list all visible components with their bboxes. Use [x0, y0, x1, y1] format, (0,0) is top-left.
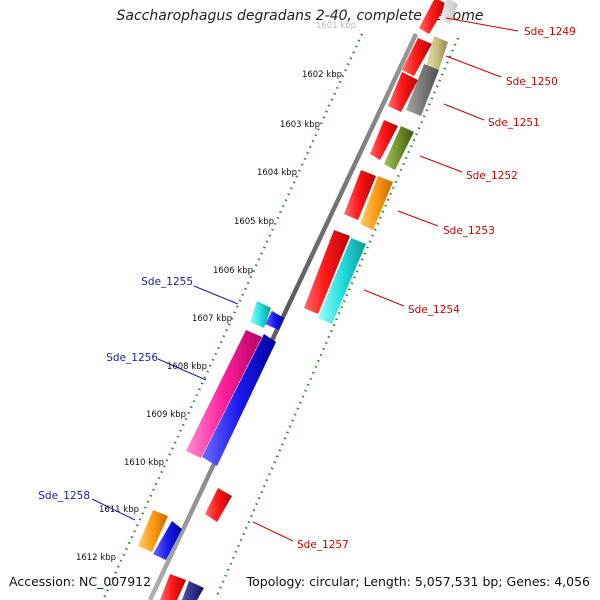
- gene-label: Sde_1258: [38, 490, 90, 502]
- gene-label: Sde_1249: [524, 26, 576, 38]
- ruler-tick-label: 1602 kbp: [302, 70, 342, 80]
- gene-feature: [426, 36, 448, 72]
- inner-ruler-line: [214, 37, 460, 599]
- gene-label: Sde_1256: [106, 352, 158, 364]
- gene-feature: [205, 488, 232, 522]
- gene-feature: [360, 176, 393, 230]
- ruler-tick-label: 1607 kbp: [192, 314, 232, 324]
- gene-label-leader: [157, 358, 207, 381]
- gene-feature: [304, 230, 350, 314]
- gene-feature: [250, 301, 271, 328]
- gene-label-leader: [252, 521, 294, 542]
- ruler-tick-label: 1606 kbp: [213, 266, 253, 276]
- gene-feature: [440, 0, 458, 24]
- gene-label: Sde_1252: [466, 170, 518, 182]
- gene-label: Sde_1255: [141, 276, 193, 288]
- gene-feature: [406, 64, 439, 116]
- ruler-tick-label: 1603 kbp: [280, 120, 320, 130]
- gene-label-leader: [443, 103, 485, 121]
- gene-feature: [202, 334, 276, 466]
- gene-label-leader: [445, 55, 502, 78]
- accession-text: Accession: NC_007912: [9, 574, 152, 589]
- gene-label: Sde_1250: [506, 76, 558, 88]
- gene-feature: [138, 510, 168, 552]
- ruler-tick-label: 1608 kbp: [167, 362, 207, 372]
- gene-label: Sde_1257: [297, 539, 349, 551]
- ruler-ticks: 1601 kbp 1602 kbp 1603 kbp 1604 kbp 1605 kbp…: [76, 21, 356, 563]
- gene-label-leader: [91, 498, 136, 521]
- gene-label-leader: [193, 285, 239, 305]
- ruler-tick-label: 1601 kbp: [316, 21, 356, 31]
- gene-feature: [186, 330, 262, 458]
- gene-label: Sde_1251: [488, 117, 540, 129]
- map-title: Saccharophagus degradans 2-40, complete …: [116, 8, 484, 24]
- ruler-tick-label: 1609 kbp: [146, 410, 186, 420]
- gene-label-leader: [445, 17, 519, 32]
- gene-features: [138, 0, 458, 600]
- gene-feature: [182, 581, 204, 600]
- gene-feature: [318, 238, 366, 324]
- gene-feature: [153, 521, 182, 560]
- gene-label: Sde_1253: [443, 225, 495, 237]
- ruler-tick-label: 1604 kbp: [257, 168, 297, 178]
- ruler-tick-label: 1610 kbp: [124, 458, 164, 468]
- gene-label-leader: [397, 210, 439, 227]
- ruler-tick-label: 1611 kbp: [99, 505, 139, 515]
- gene-feature: [384, 126, 414, 170]
- gene-feature: [370, 120, 398, 160]
- gene-label: Sde_1254: [408, 304, 460, 316]
- gene-feature: [419, 0, 447, 34]
- gene-feature: [402, 38, 432, 76]
- gene-label-leader: [419, 155, 463, 173]
- gene-label-leader: [363, 289, 405, 307]
- gene-feature: [388, 72, 418, 112]
- genome-backbone: [147, 33, 419, 600]
- gene-feature: [265, 311, 284, 330]
- ruler-tick-label: 1612 kbp: [76, 553, 116, 563]
- genome-summary-text: Topology: circular; Length: 5,057,531 bp…: [246, 574, 590, 589]
- gene-labels: Sde_1249 Sde_1250 Sde_1251 Sde_1252 Sde_1253…: [38, 17, 576, 551]
- gene-feature: [160, 574, 186, 600]
- gene-feature: [344, 170, 376, 220]
- ruler-tick-label: 1605 kbp: [234, 217, 274, 227]
